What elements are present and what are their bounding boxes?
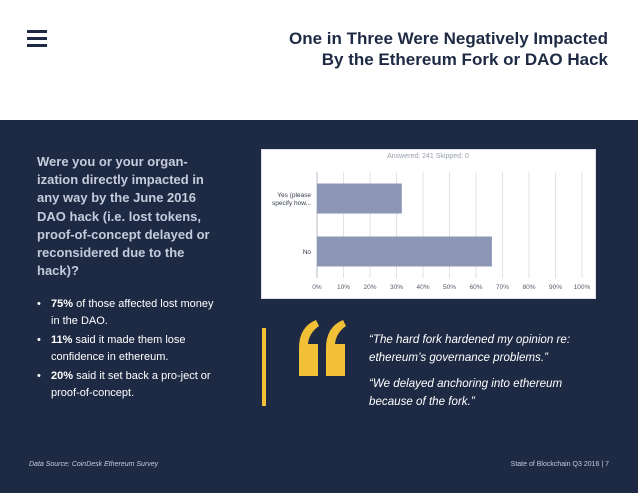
finding-stat: 75% xyxy=(51,298,74,310)
bar xyxy=(317,183,402,214)
hamburger-menu-icon[interactable] xyxy=(27,30,47,47)
quote-text: “The hard fork hardened my opinion re: e… xyxy=(369,333,571,364)
finding-text: said it set back a pro-ject or proof-of-… xyxy=(51,370,211,399)
quotation-mark-icon xyxy=(299,320,346,376)
bar-chart-svg: Answered: 241 Skipped: 0 Yes (please speci… xyxy=(272,153,591,291)
tick-label: 20% xyxy=(363,284,376,291)
quotes-block: “The hard fork hardened my opinion re: e… xyxy=(369,331,609,419)
quote-text: “We delayed anchoring into ethereum beca… xyxy=(369,377,563,408)
finding-stat: 20% xyxy=(51,370,74,382)
finding-text: of those affected lost money in the DAO. xyxy=(51,298,214,327)
data-source: Data Source: CoinDesk Ethereum Survey xyxy=(29,461,159,468)
tick-label: 30% xyxy=(390,284,403,291)
finding-stat: 11% xyxy=(51,334,73,346)
tick-label: 50% xyxy=(443,284,456,291)
category-label-line: Yes (please xyxy=(277,192,311,199)
page-title: One in Three Were Negatively Impacted By… xyxy=(188,28,608,70)
category-label-line: No xyxy=(303,249,312,256)
quote-accent-bar xyxy=(262,328,266,406)
finding-item: 11% said it made them lose confidence in… xyxy=(37,332,215,366)
category-label-line: specify how... xyxy=(272,200,311,207)
tick-label: 10% xyxy=(337,284,350,291)
survey-question: Were you or your organ-ization directly … xyxy=(37,154,210,279)
tick-label: 40% xyxy=(416,284,429,291)
page-number: State of Blockchain Q3 2016 | 7 xyxy=(510,461,609,468)
tick-label: 60% xyxy=(469,284,482,291)
bar xyxy=(317,236,492,267)
tick-label: 80% xyxy=(522,284,535,291)
tick-label: 0% xyxy=(312,284,322,291)
page-title-line-2: By the Ethereum Fork or DAO Hack xyxy=(321,50,608,69)
finding-item: 20% said it set back a pro-ject or proof… xyxy=(37,368,215,402)
chart-header: Answered: 241 Skipped: 0 xyxy=(387,153,469,160)
header-area: One in Three Were Negatively Impacted By… xyxy=(0,0,638,120)
survey-chart: Answered: 241 Skipped: 0 Yes (please speci… xyxy=(262,150,595,298)
tick-label: 70% xyxy=(496,284,509,291)
page-title-line-1: One in Three Were Negatively Impacted xyxy=(288,29,608,48)
findings-list: 75% of those affected lost money in the … xyxy=(37,296,215,404)
finding-text: said it made them lose confidence in eth… xyxy=(51,334,186,363)
tick-label: 90% xyxy=(549,284,562,291)
category-label: No xyxy=(303,249,312,256)
tick-label: 100% xyxy=(574,284,591,291)
finding-item: 75% of those affected lost money in the … xyxy=(37,296,215,330)
category-label: Yes (please specify how... xyxy=(272,192,311,207)
